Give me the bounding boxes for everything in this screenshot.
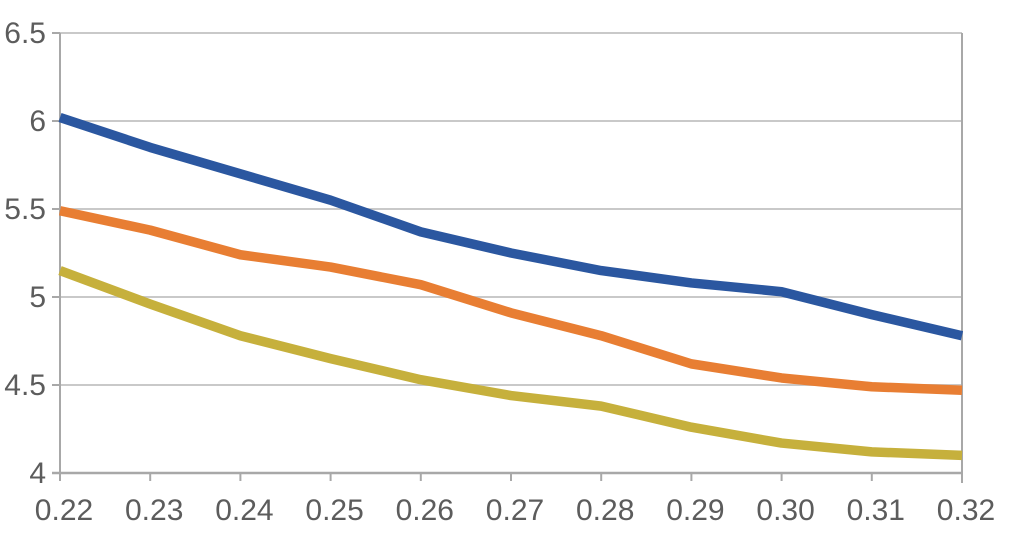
y-tick-label: 6	[29, 105, 46, 138]
x-tick-label: 0.32	[937, 494, 995, 527]
series-blue-line	[58, 112, 964, 341]
y-tick-label: 5	[29, 281, 46, 314]
y-tick-label: 4	[29, 457, 46, 490]
x-tick-label: 0.30	[756, 494, 814, 527]
y-tick-label: 6.5	[4, 17, 46, 50]
series-orange-line	[59, 206, 963, 396]
x-tick-label: 0.28	[576, 494, 634, 527]
x-tick-label: 0.24	[215, 494, 273, 527]
x-tick-label: 0.27	[486, 494, 544, 527]
x-tick-label: 0.29	[666, 494, 724, 527]
series-yellow-line	[58, 266, 963, 461]
y-tick-label: 5.5	[4, 193, 46, 226]
x-tick-label: 0.25	[305, 494, 363, 527]
x-tick-label: 0.31	[847, 494, 905, 527]
x-tick-label: 0.22	[35, 494, 93, 527]
y-tick-label: 4.5	[4, 369, 46, 402]
x-tick-label: 0.26	[396, 494, 454, 527]
x-tick-label: 0.23	[125, 494, 183, 527]
